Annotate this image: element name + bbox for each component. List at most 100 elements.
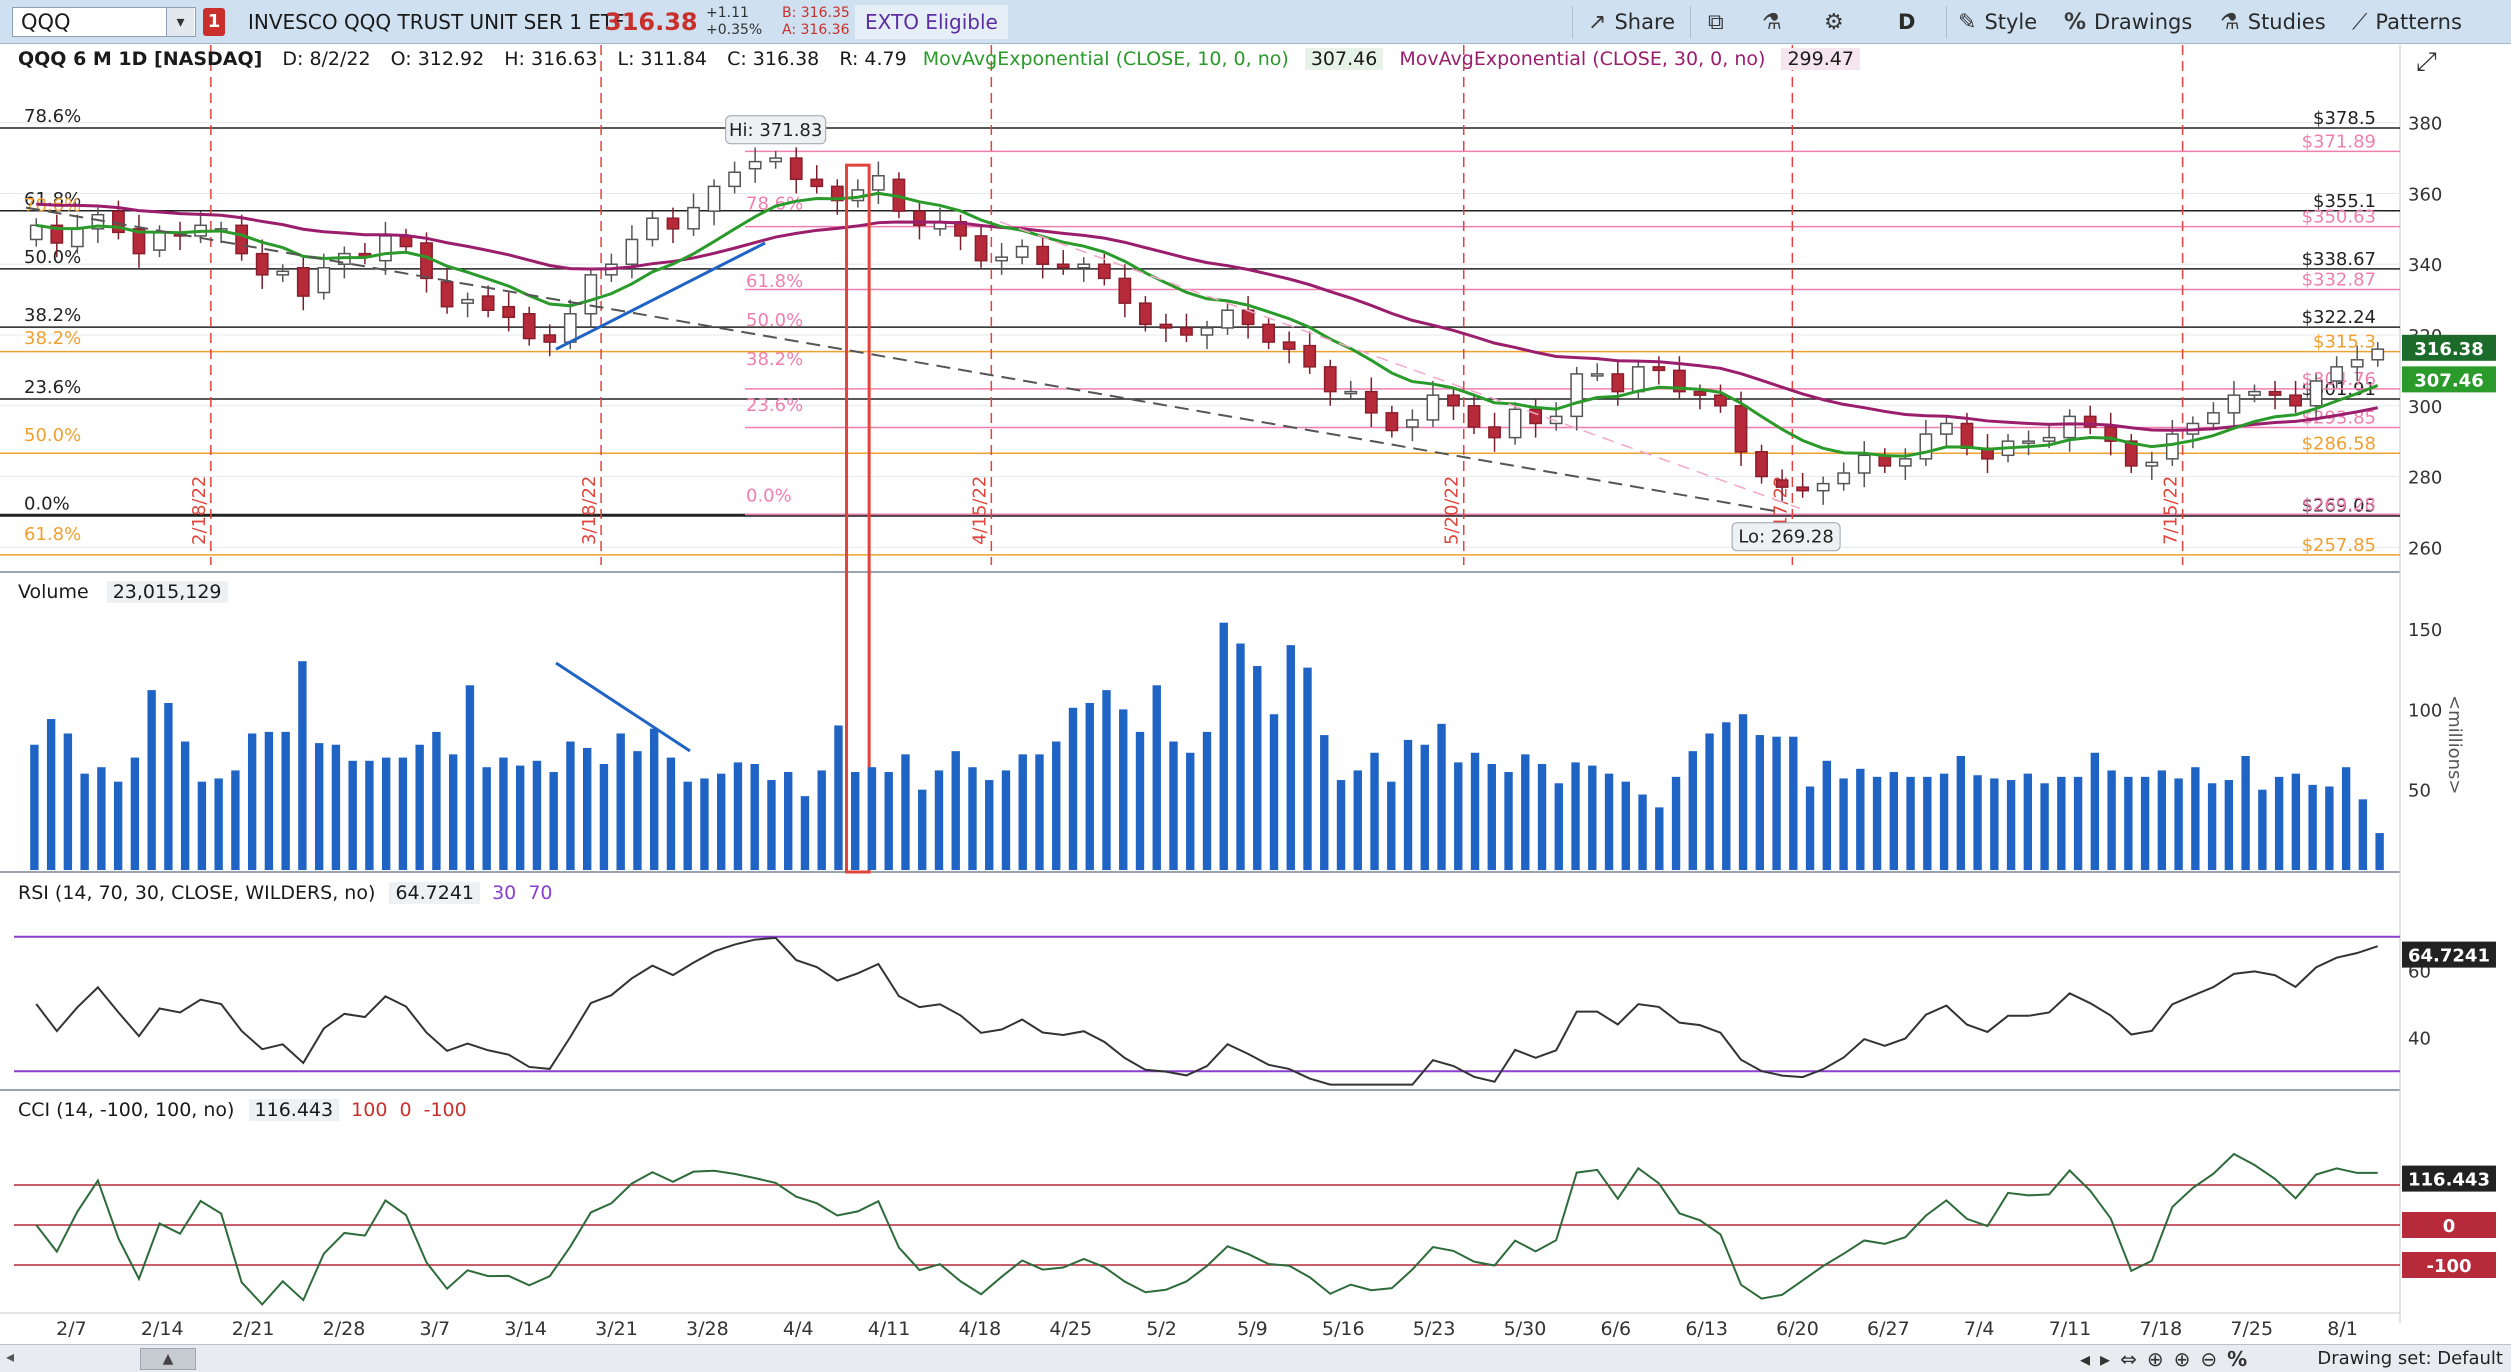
share-button[interactable]: ↗ Share [1588,10,1676,35]
candle-up [2330,366,2344,382]
volume-bar [1269,714,1279,870]
volume-legend: Volume 23,015,129 [18,580,228,604]
candle-up [625,238,639,265]
symbol-input[interactable]: QQQ [12,7,196,37]
date-marker-label: 5/20/22 [1442,476,1463,545]
volume-bar [432,731,441,870]
candle-up [2207,412,2220,425]
scroll-prev-icon[interactable]: ◂ [2080,1347,2101,1371]
chart-canvas[interactable]: 78.6% $378.5 61.8% $355.1 50.0% $338.67 38.2% $… [0,45,2511,1344]
legend-range: R: 4.79 [839,48,907,70]
percent-scale-icon[interactable]: % [2227,1347,2258,1371]
chart-legend: QQQ 6 M 1D [NASDAQ] D: 8/2/22 O: 312.92 … [18,47,1860,71]
axis-labels-layer: 3803603403203002802601501005060402/72/14… [56,114,2442,1340]
candle-up [1344,390,1358,395]
volume-bar [448,754,458,870]
time-tick: 2/21 [232,1318,275,1340]
symbol-dropdown-icon[interactable]: ▾ [166,8,194,36]
volume-tick: 50 [2408,781,2431,802]
volume-bar [197,781,207,870]
volume-label[interactable]: Volume [18,581,89,603]
flask-icon: ⚗ [1762,10,1782,35]
time-tick: 4/11 [868,1318,911,1340]
time-scroll-thumb[interactable]: ▲ [140,1348,196,1370]
fib-pink-price: $350.63 [2302,207,2376,228]
volume-bar [1604,773,1614,870]
date-marker-layer[interactable]: 2/18/22 3/18/22 4/15/22 5/20/22 6/17/22 7/15/… [189,45,2184,565]
studies-flask-icon: ⚗ [2220,10,2240,35]
rsi-layer [14,935,2400,1086]
fib-black-pct: 23.6% [24,377,81,398]
volume-bar [549,772,558,870]
volume-bar [1085,702,1094,870]
fibonacci-layer[interactable]: 78.6% $378.5 61.8% $355.1 50.0% $338.67 38.2% $… [0,106,2400,556]
lab-button[interactable]: ⚗ [1762,4,1790,40]
legend-low: L: 311.84 [617,48,708,70]
volume-bar [2157,770,2167,870]
candle-up [1857,454,1871,474]
rsi-label[interactable]: RSI (14, 70, 30, CLOSE, WILDERS, no) [18,882,376,904]
patterns-icon: ⟋ [2352,10,2368,35]
zoom-out-icon[interactable]: ⊖ [2200,1347,2228,1371]
ema30-legend[interactable]: MovAvgExponential (CLOSE, 30, 0, no) [1399,48,1766,70]
candle-up [1919,433,1933,460]
candle-up [2227,394,2241,414]
trendline-pink-dashed [999,221,1801,510]
crosshair-icon[interactable]: ⊕ [2146,1347,2174,1371]
fib-orange-price: $257.85 [2302,535,2376,556]
fib-black-price: $355.1 [2313,191,2376,212]
legend-close: C: 316.38 [727,48,820,70]
scroll-left-icon[interactable]: ◂ [6,1347,15,1366]
cci-zero-badge: 0 [2443,1216,2456,1237]
style-button[interactable]: ✎ Style [1958,10,2038,35]
time-tick: 2/14 [141,1318,184,1340]
candle-up [2165,433,2179,460]
patterns-button[interactable]: ⟋ Patterns [2352,10,2462,35]
drawings-button[interactable]: % Drawings [2064,10,2193,35]
ema10-legend[interactable]: MovAvgExponential (CLOSE, 10, 0, no) [922,48,1289,70]
candle-up [707,185,721,212]
settings-button[interactable]: ⚙ [1824,4,1852,40]
volume-bar [599,764,609,870]
price-change-pct: +0.35% [706,22,763,38]
price-tick: 360 [2408,184,2442,205]
drawing-set-label[interactable]: Drawing set: Default [2317,1348,2503,1369]
volume-bar [1504,772,1513,870]
lo-callout-label: Lo: 269.28 [1738,527,1834,548]
candle-down [789,157,803,181]
volume-bar [2341,767,2351,870]
time-tick: 6/27 [1867,1318,1910,1340]
volume-bar [750,764,759,870]
fib-black-pct: 78.6% [24,106,81,127]
volume-bar [2258,789,2267,870]
user-drawings-layer[interactable]: Hi: 371.83 Lo: 269.28 [25,115,1841,874]
cci-label[interactable]: CCI (14, -100, 100, no) [18,1099,235,1121]
pan-icon[interactable]: ⇔ [2120,1347,2147,1371]
alert-badge[interactable]: 1 [203,8,225,36]
candle-down [2289,394,2302,407]
cci-line [35,1152,2378,1306]
candle-up [646,217,659,241]
candle-down [1447,394,1460,407]
cci-low-badge-box [2402,1252,2496,1278]
zoom-in-icon[interactable]: ⊕ [2173,1347,2201,1371]
chart-area[interactable]: 78.6% $378.5 61.8% $355.1 50.0% $338.67 38.2% $… [0,45,2511,1372]
date-marker-label: 2/18/22 [189,476,210,545]
volume-bar [1353,770,1362,870]
candle-up [687,206,700,230]
cci-level-low: -100 [423,1099,467,1121]
candle-down [481,295,495,311]
volume-bar [1872,776,1882,870]
ema10-value: 307.46 [1304,48,1384,70]
detach-button[interactable]: ⧉ [1708,4,1732,40]
legend-open: O: 312.92 [390,48,485,70]
candle-up [1426,394,1440,421]
expand-panel-icon[interactable]: ⤢ [2416,47,2437,77]
studies-button[interactable]: ⚗ Studies [2220,10,2326,35]
ema10-line [36,191,2379,458]
scroll-next-icon[interactable]: ▸ [2100,1347,2121,1371]
volume-bar [30,744,39,870]
volume-bar [1102,690,1111,870]
aggregation-button[interactable]: D [1898,10,1916,34]
candle-up [584,274,598,315]
